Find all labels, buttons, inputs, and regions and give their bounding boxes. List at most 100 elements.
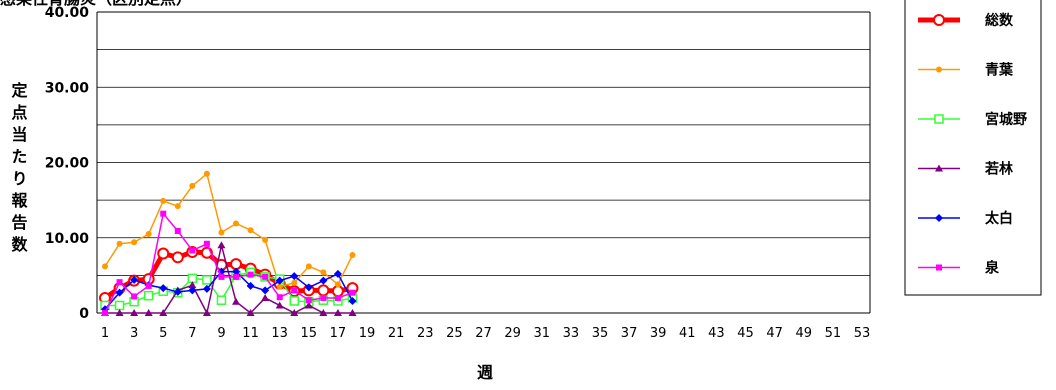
marker <box>131 239 138 246</box>
marker <box>289 296 299 306</box>
marker <box>305 297 312 304</box>
marker <box>145 282 152 289</box>
y-tick-label: 0 <box>79 306 89 322</box>
legend-marker <box>934 114 944 124</box>
marker <box>202 309 211 316</box>
legend-marker <box>936 66 942 73</box>
marker <box>246 309 255 316</box>
marker <box>320 294 327 301</box>
marker <box>160 197 167 204</box>
marker <box>174 203 181 210</box>
y-tick-label: 20.00 <box>45 156 90 172</box>
marker <box>291 279 298 286</box>
marker <box>305 263 312 270</box>
chart-title: 感染性胃腸炎（区別定点） <box>0 0 192 8</box>
marker <box>203 170 210 177</box>
x-tick-label: 3 <box>130 326 138 341</box>
marker <box>143 290 154 301</box>
x-tick-label: 39 <box>650 326 667 341</box>
marker <box>202 275 212 285</box>
x-tick-label: 27 <box>475 326 492 341</box>
marker <box>115 309 124 316</box>
x-tick-label: 25 <box>446 326 463 341</box>
legend-label: 青葉 <box>985 62 1014 79</box>
marker <box>275 301 284 309</box>
x-tick-label: 23 <box>417 326 434 341</box>
marker <box>348 296 357 305</box>
x-tick-label: 35 <box>592 326 609 341</box>
marker <box>174 227 181 234</box>
marker <box>262 273 269 280</box>
marker <box>115 288 124 297</box>
marker <box>276 294 283 301</box>
marker <box>349 289 356 296</box>
x-tick-label: 49 <box>795 326 812 341</box>
marker <box>189 182 196 189</box>
legend-label: 太白 <box>985 210 1013 227</box>
legend-marker <box>933 14 945 26</box>
legend-marker <box>935 164 943 172</box>
legend-label: 若林 <box>984 161 1013 178</box>
x-tick-label: 45 <box>737 326 754 341</box>
y-axis-label: 定点当たり報告数 <box>9 81 29 258</box>
marker <box>217 241 226 249</box>
marker <box>203 240 210 247</box>
x-tick-label: 51 <box>825 326 842 341</box>
x-tick-label: 13 <box>271 326 288 341</box>
marker <box>319 309 328 316</box>
marker <box>291 287 298 294</box>
x-axis-label: 週 <box>477 363 493 382</box>
legend-label: 総数 <box>985 12 1014 29</box>
marker <box>188 281 197 289</box>
y-tick-label: 40.00 <box>45 5 90 21</box>
x-tick-label: 43 <box>708 326 725 341</box>
marker <box>116 279 123 286</box>
marker <box>247 271 254 278</box>
marker <box>261 293 270 301</box>
marker <box>202 284 211 293</box>
x-tick-label: 33 <box>563 326 580 341</box>
marker <box>246 281 255 290</box>
marker <box>317 284 330 297</box>
marker <box>144 309 153 316</box>
marker <box>304 301 313 309</box>
marker <box>232 267 241 276</box>
marker <box>173 287 182 296</box>
x-tick-label: 53 <box>854 326 871 341</box>
x-tick-label: 19 <box>359 326 376 341</box>
legend-marker <box>935 214 943 222</box>
marker <box>130 309 139 316</box>
marker <box>216 295 227 305</box>
marker <box>276 283 283 290</box>
marker <box>189 247 196 254</box>
marker <box>131 293 138 300</box>
marker <box>230 258 243 271</box>
marker <box>130 275 139 284</box>
marker <box>157 247 170 260</box>
legend-label: 宮城野 <box>985 111 1027 128</box>
x-tick-label: 41 <box>679 326 696 341</box>
marker <box>333 269 342 278</box>
marker <box>333 309 342 316</box>
legend-label: 泉 <box>985 260 1000 277</box>
x-tick-label: 9 <box>217 326 225 341</box>
x-tick-label: 5 <box>159 326 167 341</box>
marker <box>102 263 108 270</box>
marker <box>334 281 341 288</box>
marker <box>102 310 108 316</box>
y-tick-label: 30.00 <box>45 80 90 96</box>
marker <box>232 297 241 305</box>
x-tick-label: 47 <box>766 326 783 341</box>
x-tick-label: 21 <box>388 326 405 341</box>
x-tick-label: 37 <box>621 326 638 341</box>
x-tick-label: 15 <box>301 326 318 341</box>
marker <box>290 309 299 316</box>
marker <box>145 230 152 237</box>
legend-box <box>904 0 1042 296</box>
marker <box>320 269 327 276</box>
marker <box>348 309 357 316</box>
x-tick-label: 31 <box>533 326 550 341</box>
marker <box>334 294 341 301</box>
marker <box>319 276 328 285</box>
